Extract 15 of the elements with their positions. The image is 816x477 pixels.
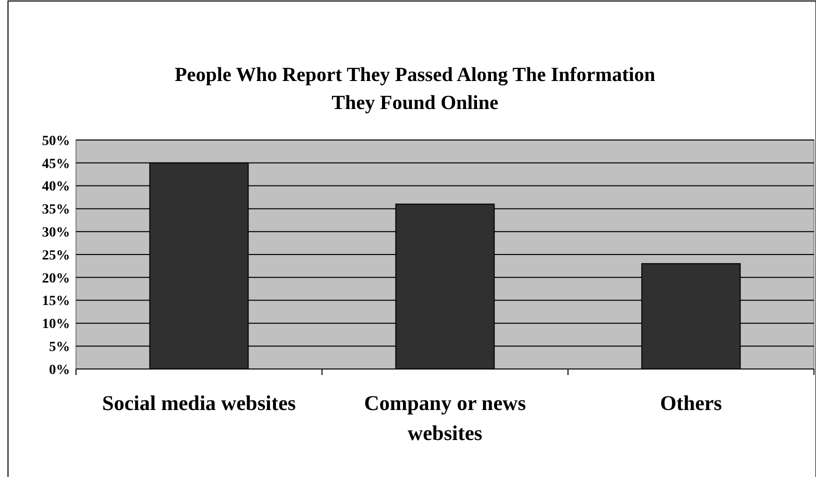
y-tick-label: 50% bbox=[42, 134, 70, 149]
y-tick-label: 40% bbox=[42, 180, 70, 195]
y-tick-label: 25% bbox=[42, 248, 70, 264]
y-tick-label: 10% bbox=[42, 317, 70, 332]
y-tick-label: 30% bbox=[42, 226, 70, 240]
y-tick-label: 45% bbox=[42, 156, 70, 172]
y-tick-label: 20% bbox=[42, 271, 70, 286]
x-tick-label: Others bbox=[660, 391, 722, 415]
y-tick-label: 0% bbox=[49, 362, 70, 378]
y-tick-label: 35% bbox=[42, 202, 70, 218]
x-tick-label: Company or news websites bbox=[364, 391, 526, 445]
x-tick-label: Social media websites bbox=[102, 391, 296, 415]
y-tick-label: 15% bbox=[42, 294, 70, 310]
chart-title: People Who Report They Passed Along The Information They Found Online bbox=[174, 64, 656, 114]
y-tick-label: 5% bbox=[49, 340, 70, 355]
